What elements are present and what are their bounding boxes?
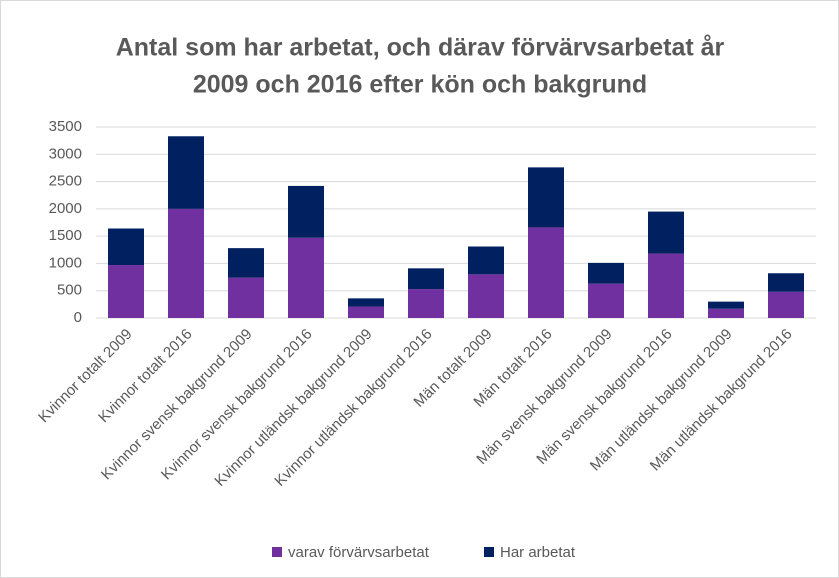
y-tick-label: 1500 [49, 227, 82, 244]
bar-segment [768, 291, 804, 318]
bar-segment [228, 248, 264, 278]
bar-segment [168, 136, 204, 209]
bar-segment [588, 262, 624, 284]
bar-segment [588, 283, 624, 318]
chart-title: 2009 och 2016 efter kön och bakgrund [193, 71, 647, 99]
y-tick-label: 2500 [49, 173, 82, 190]
y-tick-label: 3500 [49, 118, 82, 135]
y-tick-label: 0 [74, 309, 82, 326]
bar-segment [288, 237, 324, 318]
bar-segment [528, 167, 564, 228]
legend-swatch [484, 547, 494, 557]
legend-swatch [272, 547, 282, 557]
legend-label: varav förvärvsarbetat [288, 544, 430, 561]
bar-segment [648, 211, 684, 254]
bar-segment [288, 185, 324, 238]
bar-segment [408, 289, 444, 318]
bar-segment [468, 274, 504, 318]
bar-segment [228, 277, 264, 318]
bar-segment [528, 227, 564, 318]
legend-label: Har arbetat [500, 544, 576, 561]
y-tick-label: 3000 [49, 145, 82, 162]
chart-title: Antal som har arbetat, och därav förvärv… [116, 34, 725, 62]
bar-segment [348, 306, 384, 318]
y-tick-label: 500 [57, 282, 82, 299]
y-tick-label: 1000 [49, 254, 82, 271]
bar-segment [708, 301, 744, 309]
bar-segment [648, 253, 684, 318]
bar-segment [348, 298, 384, 307]
bar-segment [108, 265, 144, 318]
y-tick-label: 2000 [49, 200, 82, 217]
bar-segment [408, 268, 444, 290]
bar-segment [768, 273, 804, 292]
bar-segment [468, 246, 504, 275]
bar-segment [108, 228, 144, 266]
bar-segment [708, 308, 744, 318]
bar-segment [168, 208, 204, 318]
